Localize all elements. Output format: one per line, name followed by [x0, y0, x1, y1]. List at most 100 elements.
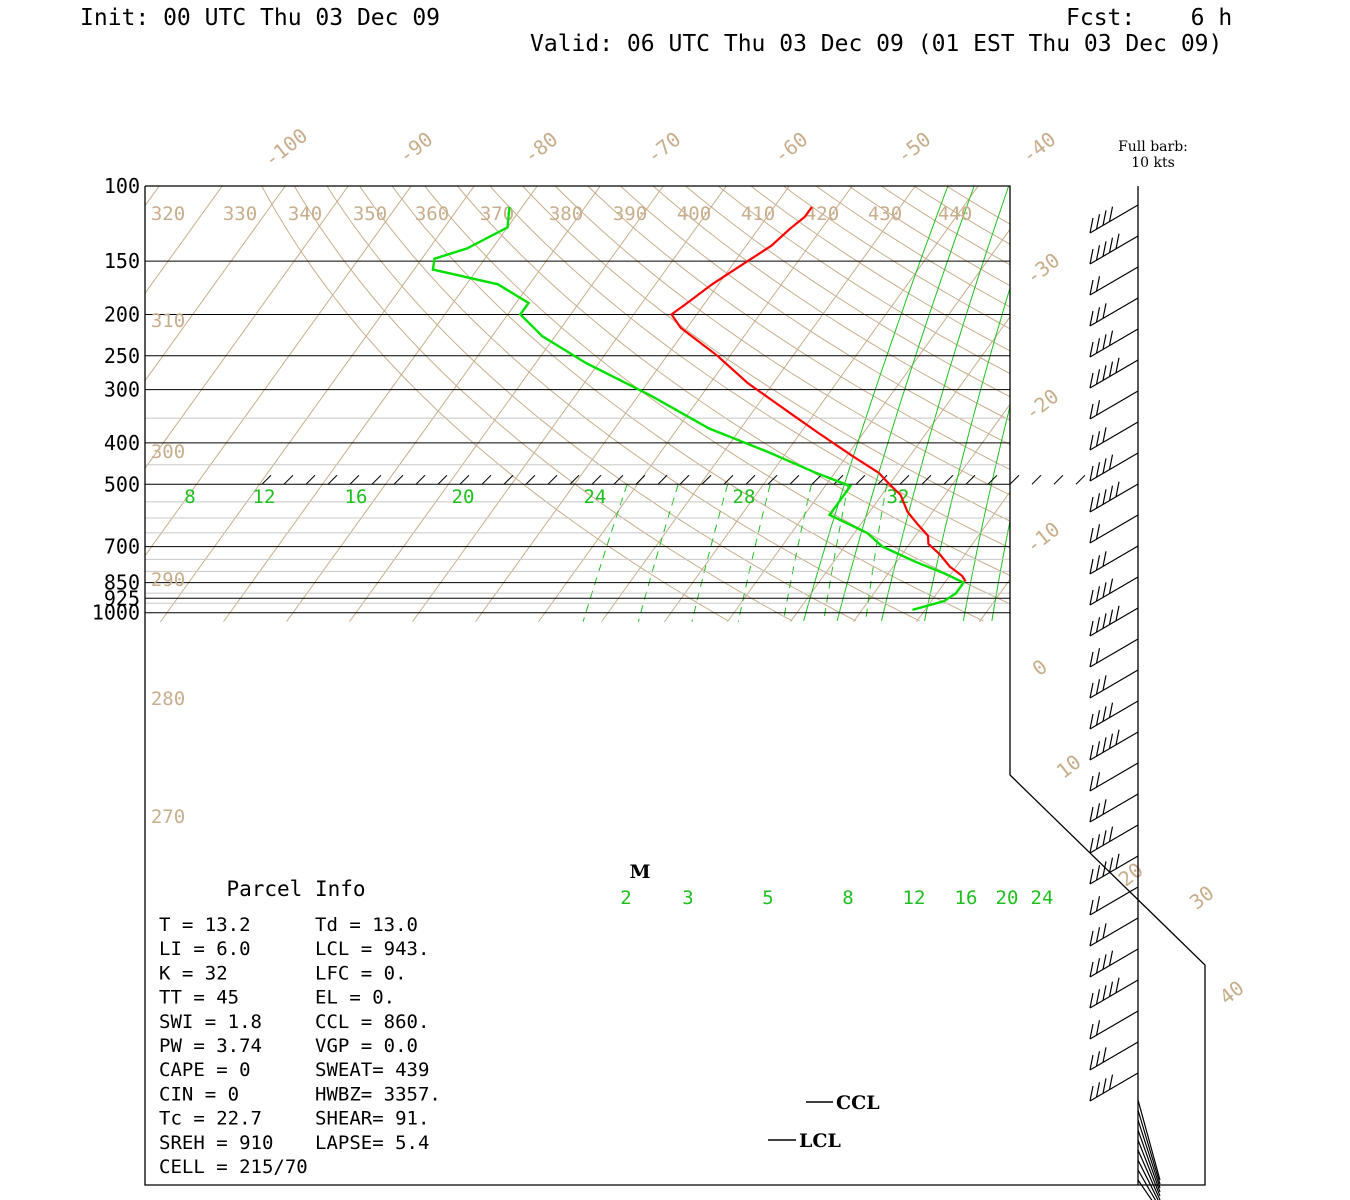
hatch-mark	[899, 474, 910, 485]
wind-barb	[1137, 1109, 1161, 1185]
dry-adiabat-line	[352, 186, 920, 622]
mixing-ratio-label: 2	[620, 887, 631, 909]
isotherm-line	[538, 186, 860, 623]
theta-label: 300	[151, 441, 185, 463]
mixing-ratio-line	[803, 186, 952, 622]
parcel-info-title: Parcel Info	[226, 877, 365, 901]
init-time-label: Init: 00 UTC Thu 03 Dec 09	[80, 5, 441, 31]
hatch-mark	[1031, 474, 1042, 485]
isotherm-line	[412, 186, 734, 623]
mixing-ratio-label: 28	[733, 486, 756, 508]
isotherm-label: -20	[1020, 384, 1063, 425]
hatch-mark	[525, 474, 536, 485]
dry-adiabat-line	[416, 186, 1048, 622]
parcel-info-right: EL = 0.	[315, 987, 395, 1009]
theta-label: 350	[353, 203, 387, 225]
isotherm-line	[1042, 186, 1205, 623]
wind-barb	[1089, 481, 1139, 513]
wind-barb	[1137, 1169, 1157, 1200]
mixing-ratio-label: 24	[1031, 887, 1054, 909]
wind-barb	[1137, 1119, 1161, 1189]
valid-time-label: Valid: 06 UTC Thu 03 Dec 09 (01 EST Thu …	[530, 31, 1223, 57]
hatch-mark	[833, 474, 844, 485]
mixing-ratio-lines	[582, 186, 1152, 622]
isotherm-label: -90	[394, 127, 437, 168]
hatch-mark	[943, 474, 954, 485]
parcel-info-left: CELL = 215/70	[159, 1156, 308, 1178]
hatch-mark	[921, 474, 932, 485]
sounding-series	[431, 206, 967, 612]
parcel-info-right: SHEAR= 91.	[315, 1108, 429, 1130]
wind-barb	[1089, 605, 1139, 637]
wind-barb	[1089, 762, 1139, 792]
mixing-ratio-line	[881, 186, 1013, 622]
dry-adiabat-line	[609, 186, 1205, 622]
wind-barb	[1089, 576, 1139, 606]
wind-barb	[1089, 729, 1139, 761]
isotherm-line	[286, 186, 608, 623]
mixing-ratio-dash	[865, 484, 888, 622]
wind-barb-column	[1089, 186, 1161, 1200]
isotherm-line	[916, 186, 1205, 623]
hatch-mark	[437, 474, 448, 485]
pressure-tick-label: 925	[104, 586, 140, 610]
hatch-mark	[701, 474, 712, 485]
isotherm-lines	[0, 176, 1205, 623]
dry-adiabat-line	[449, 186, 1112, 622]
pressure-tick-label: 1000	[92, 601, 140, 625]
hatch-mark	[415, 474, 426, 485]
isotherm-line	[475, 186, 797, 623]
isotherm-line	[1168, 186, 1205, 623]
isotherm-line	[1105, 186, 1205, 623]
isotherm-line	[601, 186, 923, 623]
mixing-ratio-line	[924, 186, 1046, 622]
theta-label: 290	[151, 569, 185, 591]
hatch-mark	[745, 474, 756, 485]
wind-barb	[1137, 1159, 1159, 1200]
isotherm-label: -30	[1021, 248, 1064, 289]
parcel-info-right: LCL = 943.	[315, 938, 429, 960]
hatch-mark	[723, 474, 734, 485]
isotherm-line	[0, 176, 103, 621]
wind-barb	[1089, 669, 1139, 699]
frame-outline	[144, 185, 1206, 1186]
parcel-info-right: SWEAT= 439	[315, 1059, 429, 1081]
theta-label: 330	[223, 203, 257, 225]
ccl-label: CCL	[836, 1092, 880, 1114]
mixing-ratio-dash	[691, 484, 729, 622]
dry-adiabat-line	[256, 186, 729, 622]
hatch-mark	[679, 474, 690, 485]
dry-adiabat-line	[673, 186, 1205, 622]
pressure-tick-label: 300	[104, 378, 140, 402]
isotherm-label: -50	[892, 127, 935, 168]
hatch-mark	[393, 474, 404, 485]
theta-label: 440	[938, 203, 972, 225]
isotherm-label: 40	[1215, 976, 1249, 1010]
mixing-ratio-label: 16	[955, 887, 978, 909]
wind-barb	[1089, 233, 1139, 265]
dry-adiabat-line	[288, 186, 793, 622]
dry-adiabat-line	[706, 186, 1205, 622]
theta-label: 280	[151, 688, 185, 710]
sounding-annotations: M CCL LCL	[629, 861, 879, 1152]
pressure-tick-label: 100	[104, 174, 140, 198]
parcel-info-right: VGP = 0.0	[315, 1035, 418, 1057]
wind-barb	[1089, 638, 1139, 668]
hatch-mark	[965, 474, 976, 485]
theta-label: 400	[677, 203, 711, 225]
wind-barb	[1137, 1149, 1161, 1200]
hatch-mark	[855, 474, 866, 485]
dry-adiabat-line	[384, 186, 984, 622]
mixing-ratio-label: 24	[584, 486, 607, 508]
isotherm-line	[145, 186, 230, 623]
hatch-mark	[305, 474, 316, 485]
mixing-ratio-label: 20	[996, 887, 1019, 909]
pressure-tick-label: 850	[104, 571, 140, 595]
dry-adiabat-line	[931, 186, 1205, 622]
pressure-tick-label: 150	[104, 249, 140, 273]
dry-adiabat-line	[320, 186, 857, 622]
wind-barb	[1137, 1139, 1161, 1197]
isotherm-line	[664, 186, 986, 623]
hatch-mark	[327, 474, 338, 485]
isotherm-label: 20	[1114, 858, 1148, 892]
